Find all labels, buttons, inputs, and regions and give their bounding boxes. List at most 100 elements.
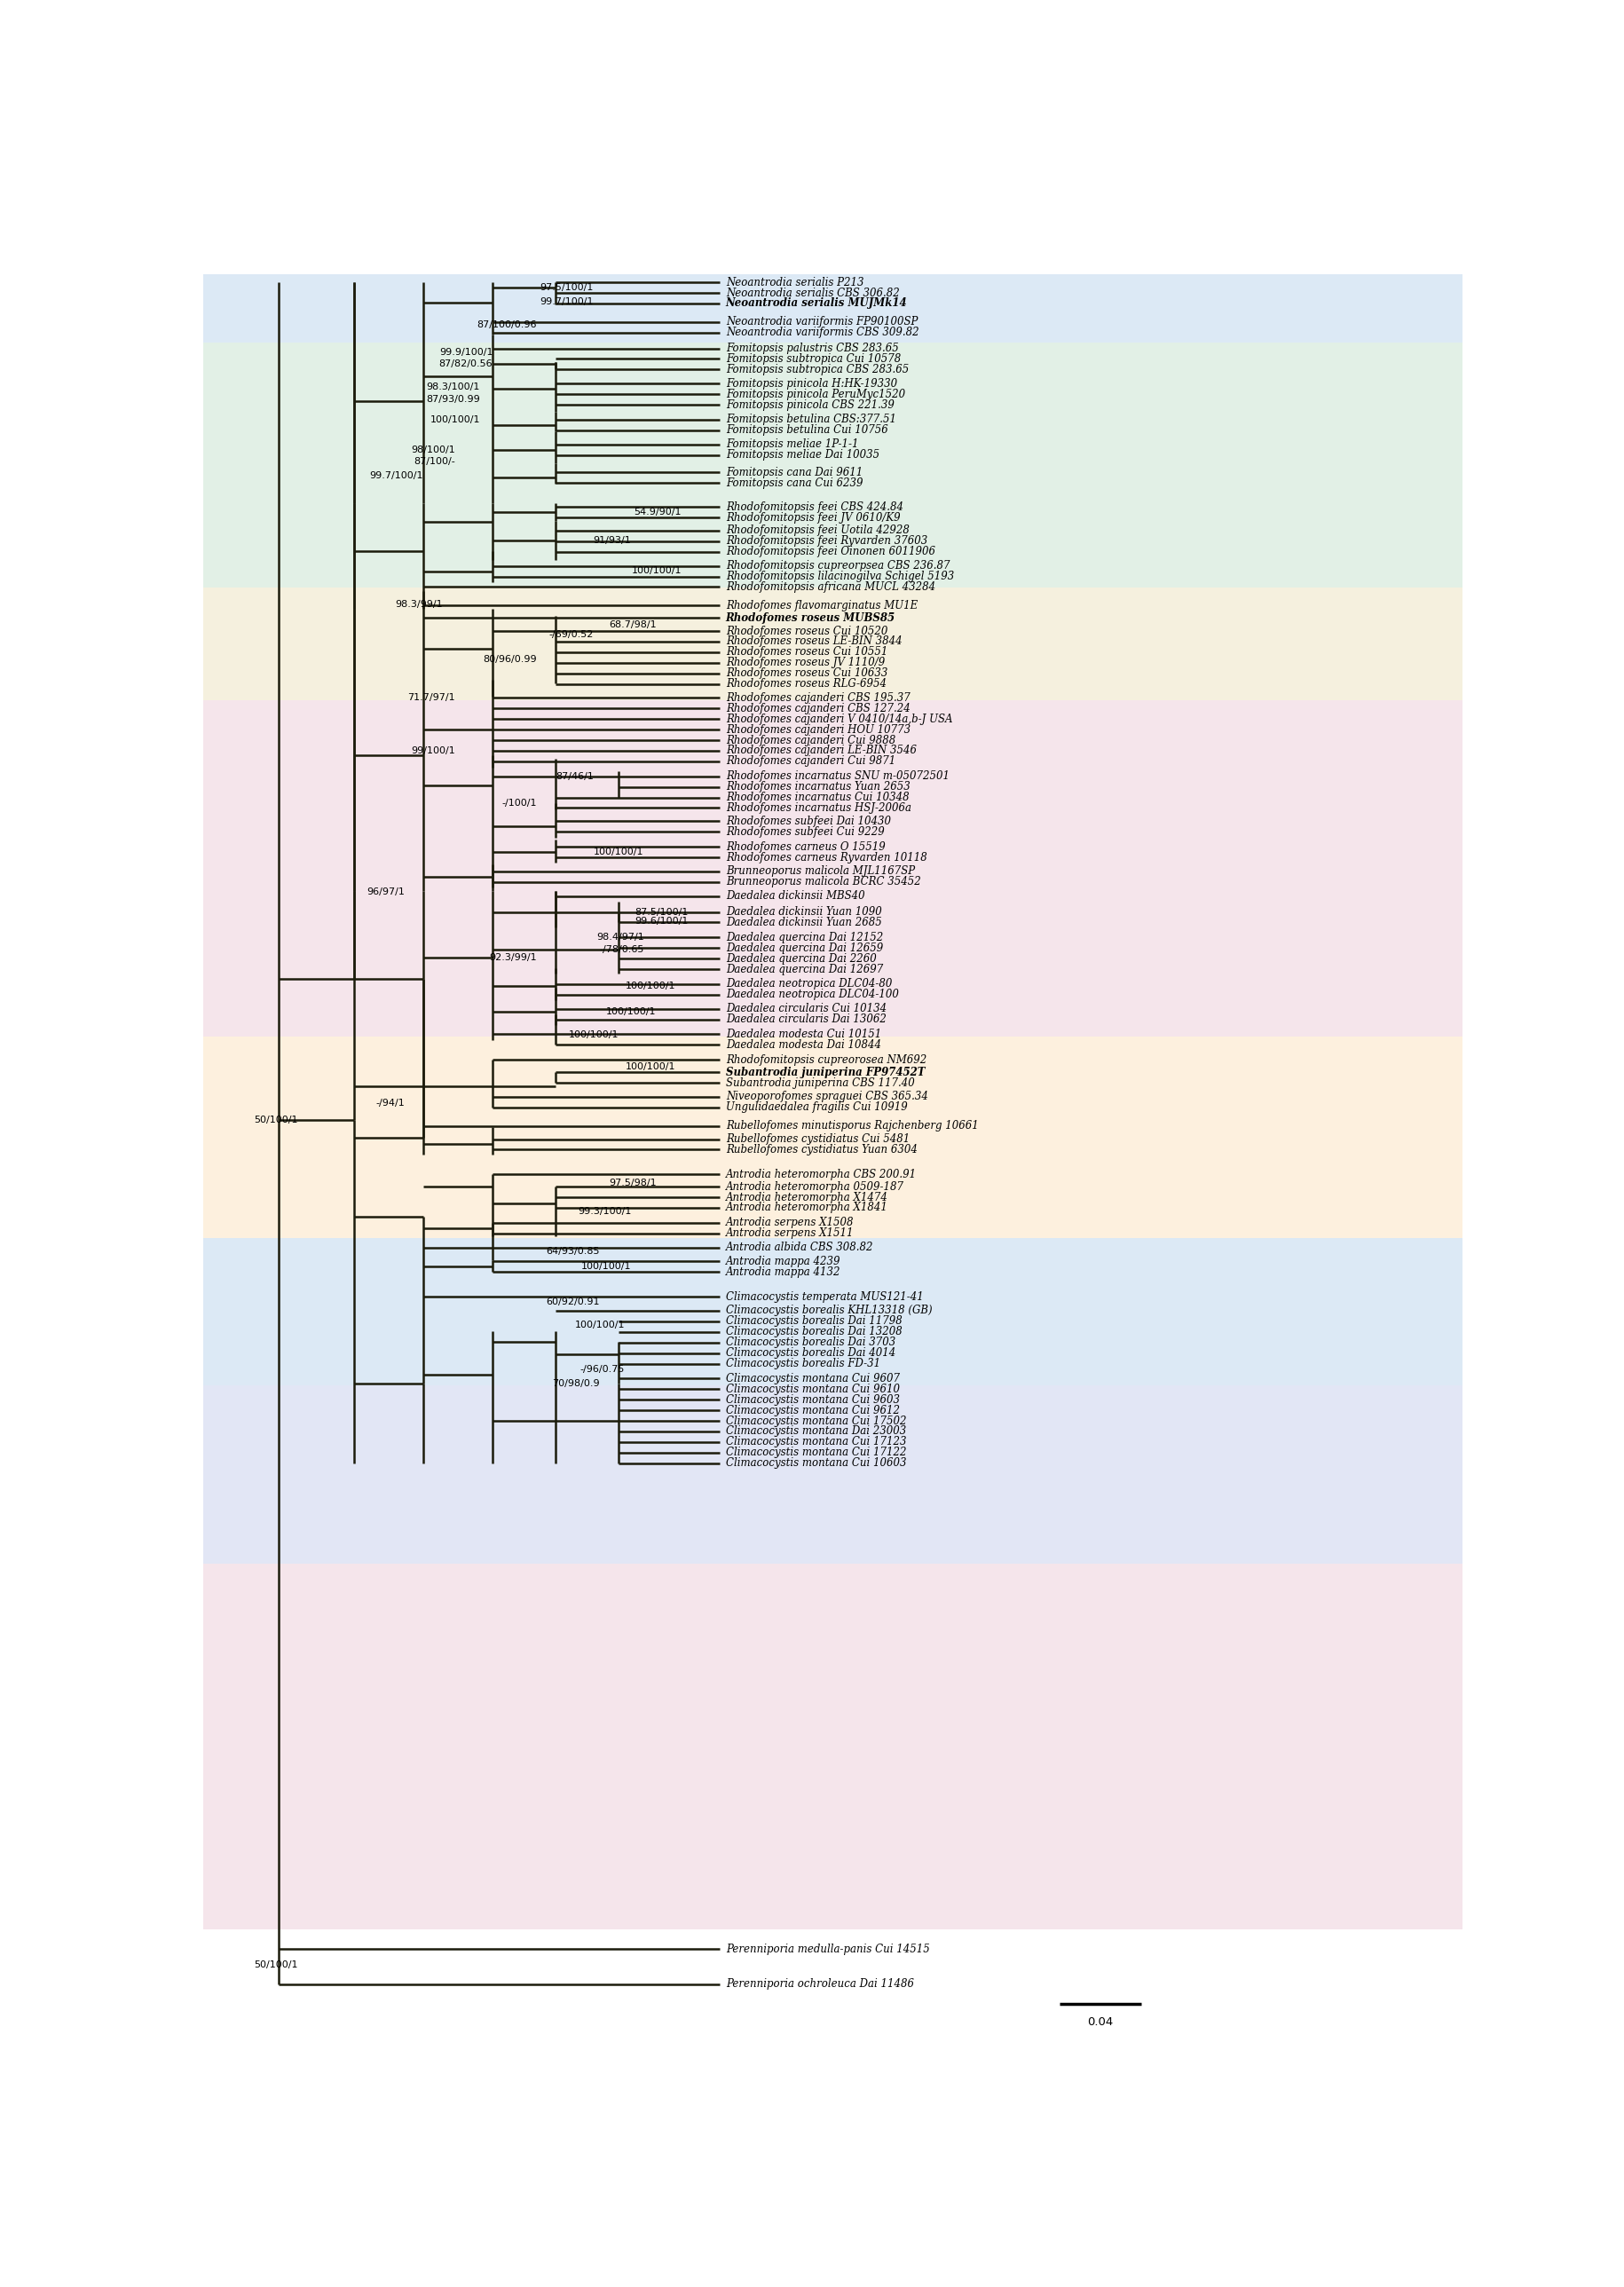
Bar [203, 343, 1462, 588]
Text: -/78/0.65: -/78/0.65 [599, 945, 643, 954]
Text: Rhodofomes flavomarginatus MU1E: Rhodofomes flavomarginatus MU1E [726, 599, 918, 611]
Text: Perenniporia medulla-panis Cui 14515: Perenniporia medulla-panis Cui 14515 [726, 1944, 929, 1955]
Text: Rhodofomes cajanderi V 0410/14a,b-J USA: Rhodofomes cajanderi V 0410/14a,b-J USA [726, 714, 952, 725]
Text: Rubellofomes cystidiatus Yuan 6304: Rubellofomes cystidiatus Yuan 6304 [726, 1144, 918, 1155]
Text: -/69/0.52: -/69/0.52 [549, 631, 593, 638]
Bar [203, 1036, 1462, 1237]
Text: 60/92/0.91: 60/92/0.91 [546, 1297, 599, 1306]
Text: 50/100/1: 50/100/1 [253, 1960, 297, 1969]
Text: Subantrodia juniperina FP97452T: Subantrodia juniperina FP97452T [726, 1066, 924, 1077]
Text: Daedalea modesta Dai 10844: Daedalea modesta Dai 10844 [726, 1038, 880, 1050]
Text: Antrodia serpens X1508: Antrodia serpens X1508 [726, 1217, 854, 1228]
Bar [203, 1237, 1462, 1386]
Text: 100/100/1: 100/100/1 [632, 565, 682, 574]
Text: Rhodofomes cajanderi Cui 9871: Rhodofomes cajanderi Cui 9871 [726, 755, 895, 766]
Text: 100/100/1: 100/100/1 [625, 1063, 676, 1070]
Text: 87/93/0.99: 87/93/0.99 [425, 393, 481, 403]
Text: Rhodofomitopsis feei Uotila 42928: Rhodofomitopsis feei Uotila 42928 [726, 526, 909, 537]
Text: Neoantrodia serialis P213: Neoantrodia serialis P213 [726, 277, 864, 288]
Text: Rhodofomitopsis lilacinogilva Schigel 5193: Rhodofomitopsis lilacinogilva Schigel 51… [726, 572, 953, 583]
Text: Rhodofomes cajanderi LE-BIN 3546: Rhodofomes cajanderi LE-BIN 3546 [726, 746, 916, 757]
Text: Fomitopsis subtropica CBS 283.65: Fomitopsis subtropica CBS 283.65 [726, 364, 908, 375]
Text: Daedalea circularis Cui 10134: Daedalea circularis Cui 10134 [726, 1004, 887, 1015]
Text: Antrodia mappa 4239: Antrodia mappa 4239 [726, 1256, 840, 1267]
Text: Rhodofomes roseus MUBS85: Rhodofomes roseus MUBS85 [726, 613, 895, 624]
Text: 100/100/1: 100/100/1 [625, 981, 676, 990]
Text: Antrodia heteromorpha X1474: Antrodia heteromorpha X1474 [726, 1192, 888, 1203]
Text: 97.5/100/1: 97.5/100/1 [539, 284, 593, 293]
Text: Perenniporia ochroleuca Dai 11486: Perenniporia ochroleuca Dai 11486 [726, 1978, 913, 1990]
Text: 99.3/100/1: 99.3/100/1 [578, 1208, 630, 1217]
Text: 100/100/1: 100/100/1 [581, 1262, 630, 1272]
Text: Rhodofomes roseus LE-BIN 3844: Rhodofomes roseus LE-BIN 3844 [726, 636, 901, 647]
Text: 99/100/1: 99/100/1 [411, 746, 455, 755]
Text: 87/100/-: 87/100/- [412, 457, 455, 467]
Text: Climacocystis montana Cui 9603: Climacocystis montana Cui 9603 [726, 1395, 900, 1407]
Text: Rhodofomes subfeei Dai 10430: Rhodofomes subfeei Dai 10430 [726, 816, 890, 828]
Text: Fomitopsis palustris CBS 283.65: Fomitopsis palustris CBS 283.65 [726, 343, 898, 354]
Text: Fomitopsis pinicola CBS 221.39: Fomitopsis pinicola CBS 221.39 [726, 398, 893, 412]
Text: -/100/1: -/100/1 [502, 798, 536, 807]
Text: Rhodofomitopsis feei Oinonen 6011906: Rhodofomitopsis feei Oinonen 6011906 [726, 547, 935, 558]
Text: Climacocystis borealis FD-31: Climacocystis borealis FD-31 [726, 1358, 880, 1370]
Text: 100/100/1: 100/100/1 [606, 1006, 656, 1015]
Text: Daedalea quercina Dai 2260: Daedalea quercina Dai 2260 [726, 954, 875, 965]
Text: Rhodofomes roseus Cui 10633: Rhodofomes roseus Cui 10633 [726, 668, 887, 679]
Text: Daedalea neotropica DLC04-80: Daedalea neotropica DLC04-80 [726, 979, 892, 990]
Bar [203, 1930, 1462, 2035]
Text: Brunneoporus malicola MJL1167SP: Brunneoporus malicola MJL1167SP [726, 867, 914, 878]
Text: Neoantrodia variiformis FP90100SP: Neoantrodia variiformis FP90100SP [726, 316, 918, 327]
Text: Fomitopsis betulina CBS:377.51: Fomitopsis betulina CBS:377.51 [726, 414, 895, 425]
Text: Subantrodia juniperina CBS 117.40: Subantrodia juniperina CBS 117.40 [726, 1077, 914, 1089]
Bar [203, 274, 1462, 343]
Text: 98.3/100/1: 98.3/100/1 [427, 382, 481, 391]
Text: Neoantrodia variiformis CBS 309.82: Neoantrodia variiformis CBS 309.82 [726, 327, 918, 338]
Text: Antrodia serpens X1511: Antrodia serpens X1511 [726, 1228, 854, 1240]
Text: Climacocystis montana Cui 17502: Climacocystis montana Cui 17502 [726, 1416, 906, 1427]
Text: Rubellofomes minutisporus Rajchenberg 10661: Rubellofomes minutisporus Rajchenberg 10… [726, 1121, 978, 1132]
Text: Rubellofomes cystidiatus Cui 5481: Rubellofomes cystidiatus Cui 5481 [726, 1134, 909, 1146]
Text: Climacocystis borealis Dai 3703: Climacocystis borealis Dai 3703 [726, 1336, 895, 1349]
Bar [203, 1386, 1462, 1564]
Text: Fomitopsis cana Dai 9611: Fomitopsis cana Dai 9611 [726, 467, 862, 478]
Text: Fomitopsis pinicola H:HK-19330: Fomitopsis pinicola H:HK-19330 [726, 377, 896, 389]
Text: 87/82/0.56: 87/82/0.56 [438, 359, 492, 368]
Text: Fomitopsis meliae 1P-1-1: Fomitopsis meliae 1P-1-1 [726, 439, 857, 451]
Text: Niveoporofomes spraguei CBS 365.34: Niveoporofomes spraguei CBS 365.34 [726, 1091, 927, 1102]
Text: Climacocystis montana Cui 9612: Climacocystis montana Cui 9612 [726, 1404, 900, 1416]
Text: Climacocystis montana Cui 17122: Climacocystis montana Cui 17122 [726, 1448, 906, 1459]
Text: Rhodofomitopsis africana MUCL 43284: Rhodofomitopsis africana MUCL 43284 [726, 581, 935, 592]
Text: Rhodofomes roseus Cui 10520: Rhodofomes roseus Cui 10520 [726, 624, 887, 636]
Text: Neoantrodia serialis MUJMk14: Neoantrodia serialis MUJMk14 [726, 297, 906, 309]
Text: Daedalea dickinsii Yuan 1090: Daedalea dickinsii Yuan 1090 [726, 906, 882, 917]
Text: Neoantrodia serialis CBS 306.82: Neoantrodia serialis CBS 306.82 [726, 288, 900, 300]
Text: 50/100/1: 50/100/1 [253, 1116, 297, 1125]
Text: Antrodia albida CBS 308.82: Antrodia albida CBS 308.82 [726, 1242, 874, 1253]
Text: 92.3/99/1: 92.3/99/1 [489, 954, 536, 963]
Text: 99.9/100/1: 99.9/100/1 [438, 348, 492, 357]
Text: 87/100/0.96: 87/100/0.96 [477, 320, 536, 329]
Text: 99.7/100/1: 99.7/100/1 [370, 471, 424, 480]
Text: Rhodofomes incarnatus SNU m-05072501: Rhodofomes incarnatus SNU m-05072501 [726, 771, 948, 782]
Text: Fomitopsis subtropica Cui 10578: Fomitopsis subtropica Cui 10578 [726, 352, 900, 364]
Text: 99.6/100/1: 99.6/100/1 [633, 917, 687, 926]
Bar [203, 588, 1462, 700]
Text: 80/96/0.99: 80/96/0.99 [482, 654, 536, 663]
Text: Daedalea quercina Dai 12697: Daedalea quercina Dai 12697 [726, 963, 882, 974]
Text: Climacocystis borealis Dai 4014: Climacocystis borealis Dai 4014 [726, 1347, 895, 1358]
Text: Brunneoporus malicola BCRC 35452: Brunneoporus malicola BCRC 35452 [726, 876, 921, 887]
Text: Climacocystis montana Dai 23003: Climacocystis montana Dai 23003 [726, 1425, 906, 1436]
Text: Rhodofomes cajanderi CBS 127.24: Rhodofomes cajanderi CBS 127.24 [726, 702, 909, 714]
Text: Rhodofomitopsis cupreorpsea CBS 236.87: Rhodofomitopsis cupreorpsea CBS 236.87 [726, 560, 950, 572]
Text: Daedalea dickinsii MBS40: Daedalea dickinsii MBS40 [726, 890, 864, 901]
Text: Rhodofomes carneus O 15519: Rhodofomes carneus O 15519 [726, 842, 885, 853]
Text: Rhodofomitopsis feei JV 0610/K9: Rhodofomitopsis feei JV 0610/K9 [726, 512, 900, 524]
Text: Daedalea dickinsii Yuan 2685: Daedalea dickinsii Yuan 2685 [726, 917, 882, 929]
Text: Fomitopsis meliae Dai 10035: Fomitopsis meliae Dai 10035 [726, 448, 879, 460]
Text: Rhodofomes incarnatus Yuan 2653: Rhodofomes incarnatus Yuan 2653 [726, 782, 909, 794]
Bar [203, 1564, 1462, 1930]
Text: 100/100/1: 100/100/1 [568, 1031, 619, 1041]
Text: Rhodofomes roseus Cui 10551: Rhodofomes roseus Cui 10551 [726, 647, 887, 659]
Text: Antrodia mappa 4132: Antrodia mappa 4132 [726, 1267, 840, 1278]
Text: 64/93/0.85: 64/93/0.85 [546, 1246, 599, 1256]
